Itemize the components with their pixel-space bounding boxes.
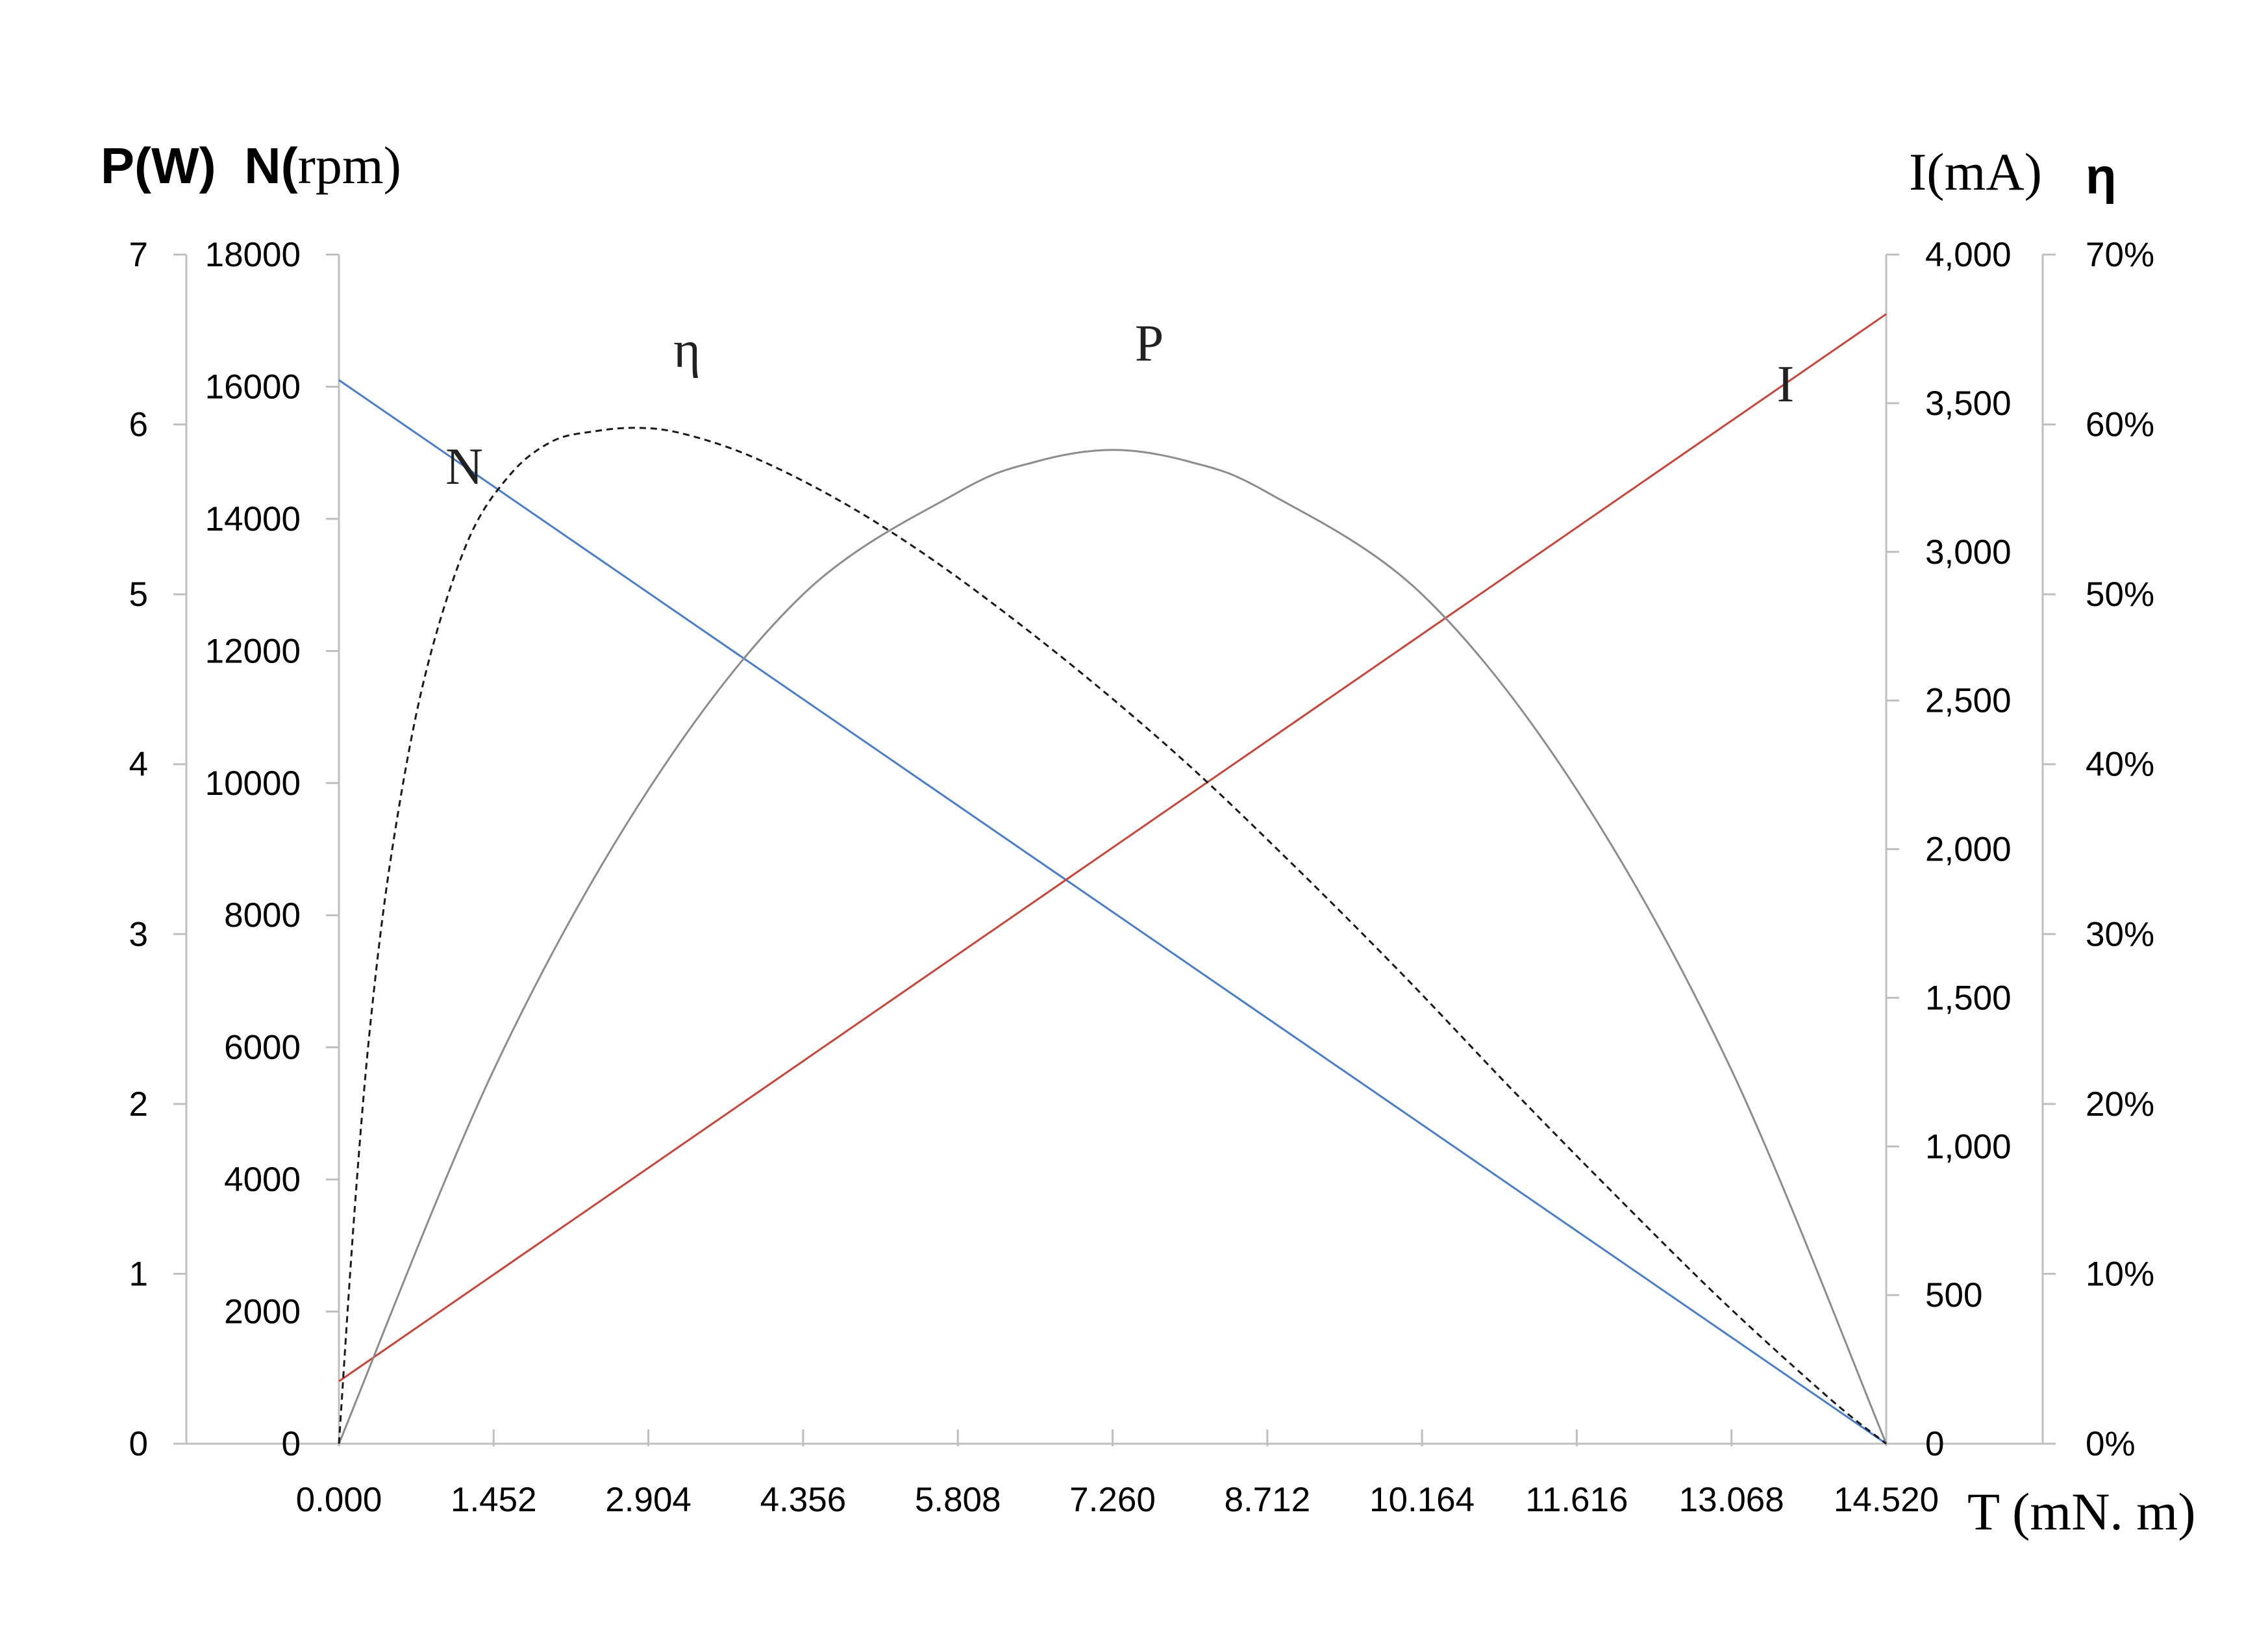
efficiency-tick-label: 30% <box>2086 915 2154 953</box>
power-tick-label: 3 <box>129 915 148 953</box>
current-tick-label: 2,000 <box>1925 831 2012 869</box>
current-tick-label: 1,000 <box>1925 1127 2012 1166</box>
speed-tick-label: 0 <box>282 1425 301 1463</box>
x-tick-label: 2.904 <box>605 1481 692 1519</box>
x-axis-title: T (mN. m) <box>1967 1482 2196 1541</box>
efficiency-series-line <box>338 427 1887 1445</box>
power-series-line <box>338 449 1888 1444</box>
efficiency-tick-label: 40% <box>2086 746 2154 784</box>
x-tick-label: 11.616 <box>1525 1481 1628 1519</box>
speed-tick-label: 10000 <box>205 764 301 803</box>
speed-tick-label: 4000 <box>224 1161 301 1199</box>
current-axis-title: I(mA) <box>1909 142 2042 201</box>
left-axis-title: P(W) N(rpm) <box>101 136 401 195</box>
x-tick-label: 7.260 <box>1069 1481 1156 1519</box>
speed-tick-label: 16000 <box>205 368 301 406</box>
speed-series-line <box>338 379 1887 1445</box>
x-tick-label: 0.000 <box>296 1481 382 1519</box>
speed-tick-label: 14000 <box>205 500 301 538</box>
speed-tick-label: 2000 <box>224 1293 301 1331</box>
efficiency-tick-label: 60% <box>2086 406 2154 444</box>
current-tick-label: 4,000 <box>1925 236 2012 274</box>
efficiency-tick-label: 20% <box>2086 1085 2154 1124</box>
current-tick-label: 0 <box>1925 1425 1944 1463</box>
power-tick-label: 7 <box>129 236 148 274</box>
current-tick-label: 500 <box>1925 1276 1982 1314</box>
efficiency-curve-label: η <box>673 321 701 379</box>
power-axis-title: P(W) <box>101 137 216 194</box>
x-tick-label: 13.068 <box>1679 1481 1784 1519</box>
speed-axis-unit: rpm) <box>298 136 401 195</box>
efficiency-tick-label: 10% <box>2086 1255 2154 1293</box>
power-tick-label: 2 <box>129 1085 148 1124</box>
current-tick-label: 2,500 <box>1925 682 2012 720</box>
speed-tick-label: 18000 <box>205 236 301 274</box>
efficiency-axis-title: η <box>2086 147 2117 205</box>
current-tick-label: 3,500 <box>1925 384 2012 423</box>
speed-axis-title: N( <box>244 137 297 194</box>
x-tick-label: 5.808 <box>915 1481 1001 1519</box>
current-tick-label: 3,000 <box>1925 533 2012 572</box>
series-layer <box>338 313 1888 1445</box>
power-tick-label: 4 <box>129 746 148 784</box>
speed-tick-label: 12000 <box>205 632 301 670</box>
x-tick-label: 1.452 <box>451 1481 537 1519</box>
power-curve-label: P <box>1135 315 1164 372</box>
power-tick-label: 6 <box>129 406 148 444</box>
power-tick-label: 5 <box>129 575 148 614</box>
current-series-line <box>338 313 1887 1383</box>
speed-tick-label: 8000 <box>224 896 301 935</box>
power-tick-label: 1 <box>129 1255 148 1293</box>
speed-tick-label: 6000 <box>224 1029 301 1067</box>
x-tick-label: 8.712 <box>1224 1481 1310 1519</box>
axes-layer: 0.000 1.452 2.904 4.356 5.808 7.260 8.712 10.16… <box>129 236 2155 1519</box>
current-tick-label: 1,500 <box>1925 979 2012 1017</box>
curve-labels-layer: Nη P I <box>445 315 1794 496</box>
x-tick-label: 4.356 <box>760 1481 847 1519</box>
efficiency-tick-label: 0% <box>2086 1425 2136 1463</box>
x-tick-label: 10.164 <box>1369 1481 1475 1519</box>
efficiency-tick-label: 70% <box>2086 236 2154 274</box>
power-tick-label: 0 <box>129 1425 148 1463</box>
current-curve-label: I <box>1777 356 1795 413</box>
x-tick-label: 14.520 <box>1834 1481 1939 1519</box>
efficiency-tick-label: 50% <box>2086 575 2154 614</box>
speed-curve-label: N <box>445 438 483 496</box>
